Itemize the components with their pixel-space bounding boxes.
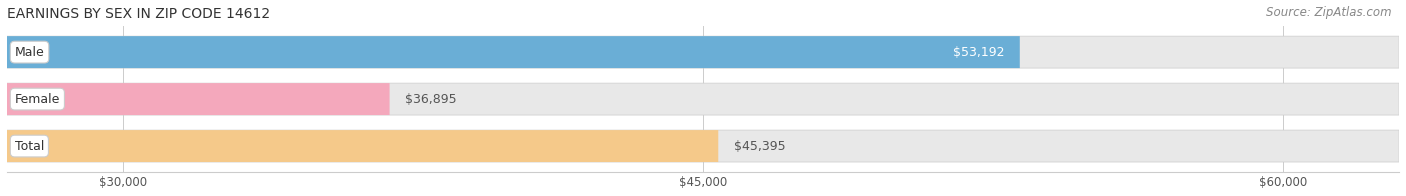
Text: Total: Total: [14, 140, 44, 152]
FancyBboxPatch shape: [7, 36, 1019, 68]
Text: $53,192: $53,192: [953, 46, 1004, 59]
FancyBboxPatch shape: [7, 36, 1399, 68]
FancyBboxPatch shape: [7, 83, 1399, 115]
FancyBboxPatch shape: [7, 130, 1399, 162]
Text: $36,895: $36,895: [405, 93, 457, 106]
Text: EARNINGS BY SEX IN ZIP CODE 14612: EARNINGS BY SEX IN ZIP CODE 14612: [7, 7, 270, 21]
Text: $45,395: $45,395: [734, 140, 786, 152]
Text: Female: Female: [14, 93, 60, 106]
FancyBboxPatch shape: [7, 130, 718, 162]
Text: Source: ZipAtlas.com: Source: ZipAtlas.com: [1267, 6, 1392, 19]
FancyBboxPatch shape: [7, 83, 389, 115]
Text: Male: Male: [14, 46, 45, 59]
